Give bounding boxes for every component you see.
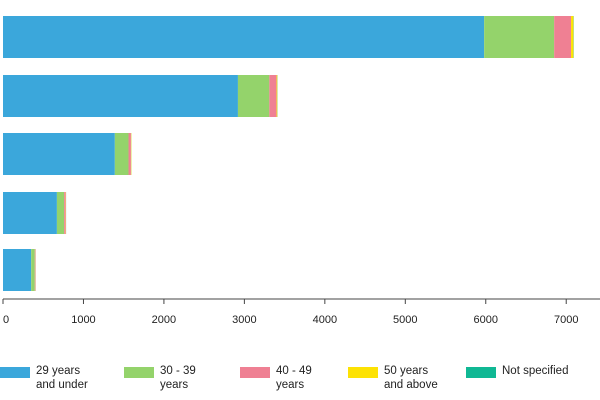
legend-label: 50 years and above	[384, 365, 438, 391]
legend: 29 years and under 30 - 39 years 40 - 49 y…	[0, 364, 600, 400]
bar-segment-s0-c0	[3, 16, 485, 58]
x-tick-label: 6000	[474, 314, 498, 326]
legend-label: 40 - 49 years	[276, 365, 312, 391]
bar-segment-s1-c3	[56, 192, 65, 234]
x-tick-label: 4000	[313, 314, 337, 326]
bars-group	[3, 16, 574, 291]
x-axis-ticks: 0 1000 2000 3000 4000 5000 6000 7000	[2, 299, 578, 326]
legend-item: 30 - 39 years	[124, 364, 196, 392]
legend-item: Not specified	[466, 364, 568, 378]
legend-item: 50 years and above	[348, 364, 438, 392]
bar-segment-s1-c4	[31, 249, 35, 291]
bar-segment-s0-c2	[3, 133, 115, 175]
bar-segment-s0-c4	[3, 249, 32, 291]
bar-segment-s1-c0	[484, 16, 555, 58]
legend-label: 30 - 39 years	[160, 365, 196, 391]
x-tick-label: 0	[3, 314, 9, 326]
legend-label: Not specified	[502, 365, 569, 377]
legend-swatch	[240, 367, 270, 378]
x-tick-label: 2000	[152, 314, 176, 326]
bar-segment-s2-c1	[269, 75, 277, 117]
bar-segment-s3-c1	[276, 75, 278, 117]
legend-swatch	[466, 367, 496, 378]
bar-segment-s1-c2	[114, 133, 129, 175]
legend-swatch	[0, 367, 30, 378]
chart: 0 1000 2000 3000 4000 5000 6000 7000	[2, 16, 600, 326]
x-tick-label: 5000	[393, 314, 417, 326]
legend-item: 29 years and under	[0, 364, 88, 392]
bar-segment-s1-c1	[237, 75, 270, 117]
legend-item: 40 - 49 years	[240, 364, 312, 392]
bar-segment-s2-c4	[34, 249, 36, 291]
bar-segment-s2-c0	[554, 16, 572, 58]
bar-segment-s3-c0	[571, 16, 574, 58]
x-tick-label: 3000	[232, 314, 256, 326]
bar-segment-s2-c2	[128, 133, 131, 175]
bar-segment-s0-c1	[3, 75, 238, 117]
legend-swatch	[124, 367, 154, 378]
bar-segment-s0-c3	[3, 192, 57, 234]
x-tick-label: 1000	[71, 314, 95, 326]
bar-segment-s2-c3	[64, 192, 66, 234]
legend-label: 29 years and under	[36, 365, 88, 391]
legend-swatch	[348, 367, 378, 378]
x-tick-label: 7000	[554, 314, 578, 326]
